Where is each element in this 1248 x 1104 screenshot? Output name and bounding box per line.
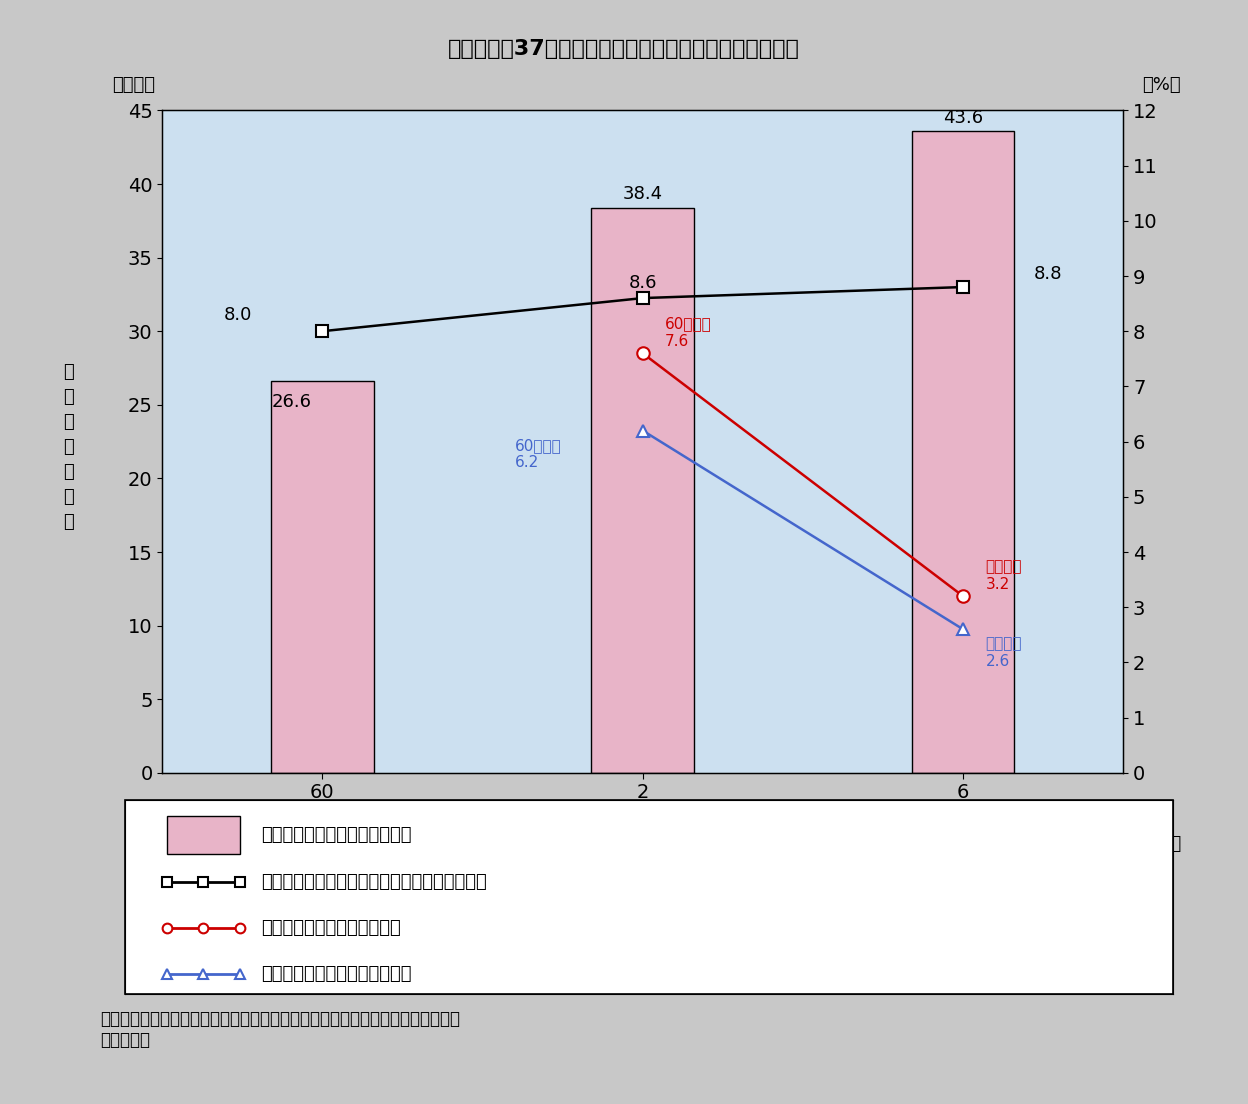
Text: 26.6: 26.6 (271, 393, 311, 411)
Text: 郵政省資料、産業連関表（総務庁）、産業連関表（延長表）　（通商産業省）等
により作成: 郵政省資料、産業連関表（総務庁）、産業連関表（延長表） （通商産業省）等 により… (100, 1010, 459, 1049)
Text: 情報通信産業の年平均成長率: 情報通信産業の年平均成長率 (261, 919, 401, 937)
Text: 43.6: 43.6 (943, 108, 983, 127)
Text: 8.0: 8.0 (223, 306, 252, 323)
Text: 名
目
粗
付
加
価
値: 名 目 粗 付 加 価 値 (64, 363, 74, 531)
Text: 我が国産業全体の名目粗付加価値に占める比率: 我が国産業全体の名目粗付加価値に占める比率 (261, 872, 487, 891)
Text: 情報通信産業の名目粗付加価値: 情報通信産業の名目粗付加価値 (261, 826, 412, 845)
Bar (912, 131, 1015, 773)
Text: 38.4: 38.4 (623, 185, 663, 203)
FancyBboxPatch shape (167, 816, 240, 854)
Text: 60～２年
6.2: 60～２年 6.2 (514, 438, 562, 470)
Text: ２～６年
2.6: ２～６年 2.6 (986, 637, 1022, 669)
Text: （年）: （年） (1149, 835, 1181, 852)
Text: 60～２年
7.6: 60～２年 7.6 (665, 317, 711, 349)
Text: （%）: （%） (1142, 76, 1181, 94)
Text: ２～６年
3.2: ２～６年 3.2 (986, 560, 1022, 592)
Bar (592, 208, 694, 773)
Text: 8.6: 8.6 (629, 274, 656, 293)
Text: 第３－２－37図　情報通信産業の名目粗付加価値の推移: 第３－２－37図 情報通信産業の名目粗付加価値の推移 (448, 39, 800, 59)
Bar (271, 381, 373, 773)
Text: 我が国産業全体の年平均成長率: 我が国産業全体の年平均成長率 (261, 965, 412, 984)
Text: 8.8: 8.8 (1033, 265, 1062, 283)
Text: （兆円）: （兆円） (112, 76, 155, 94)
